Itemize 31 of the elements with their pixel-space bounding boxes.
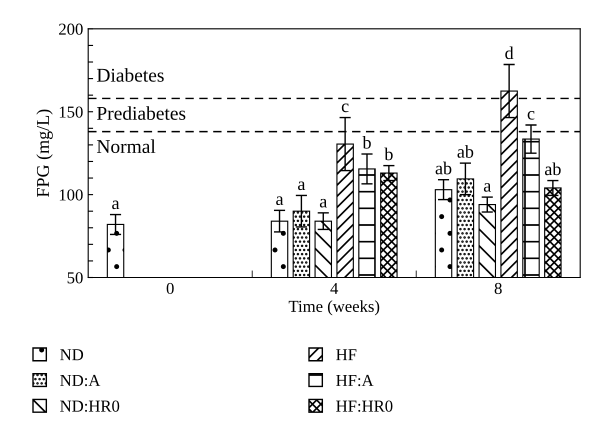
data-label: d: [505, 46, 514, 60]
y-tick-label: 200: [59, 24, 83, 35]
annotation: Normal: [96, 139, 156, 154]
data-label: c: [528, 110, 534, 120]
data-label: c: [342, 104, 349, 112]
data-label: b: [362, 136, 371, 149]
legend-label: ND: [60, 349, 84, 360]
legend-label: HF:HR0: [336, 400, 392, 412]
data-label: ab: [458, 145, 474, 158]
y-tick-label: 100: [60, 189, 83, 201]
data-label: a: [320, 198, 328, 208]
legend-label: HF: [336, 349, 356, 360]
data-label: a: [298, 181, 306, 190]
legend-label: ND:A: [60, 374, 100, 386]
legend-label: HF:A: [336, 374, 374, 386]
data-label: a: [276, 196, 284, 206]
annotation: Diabetes: [96, 68, 164, 82]
legend-label: ND:HR0: [60, 400, 120, 412]
data-label: ab: [544, 162, 561, 176]
data-label: a: [484, 183, 492, 192]
x-axis-title: Time (weeks): [288, 300, 380, 316]
x-tick-label: 8: [494, 282, 502, 294]
x-tick-label: 4: [330, 282, 338, 294]
annotation: Prediabetes: [96, 106, 186, 120]
y-tick-label: 50: [68, 272, 83, 284]
data-label: b: [384, 148, 393, 160]
data-label: ab: [436, 162, 452, 174]
y-tick-label: 150: [60, 106, 83, 118]
y-axis-title: FPG (mg/L): [36, 110, 53, 198]
data-label: a: [112, 200, 120, 210]
x-tick-label: 0: [166, 282, 174, 294]
